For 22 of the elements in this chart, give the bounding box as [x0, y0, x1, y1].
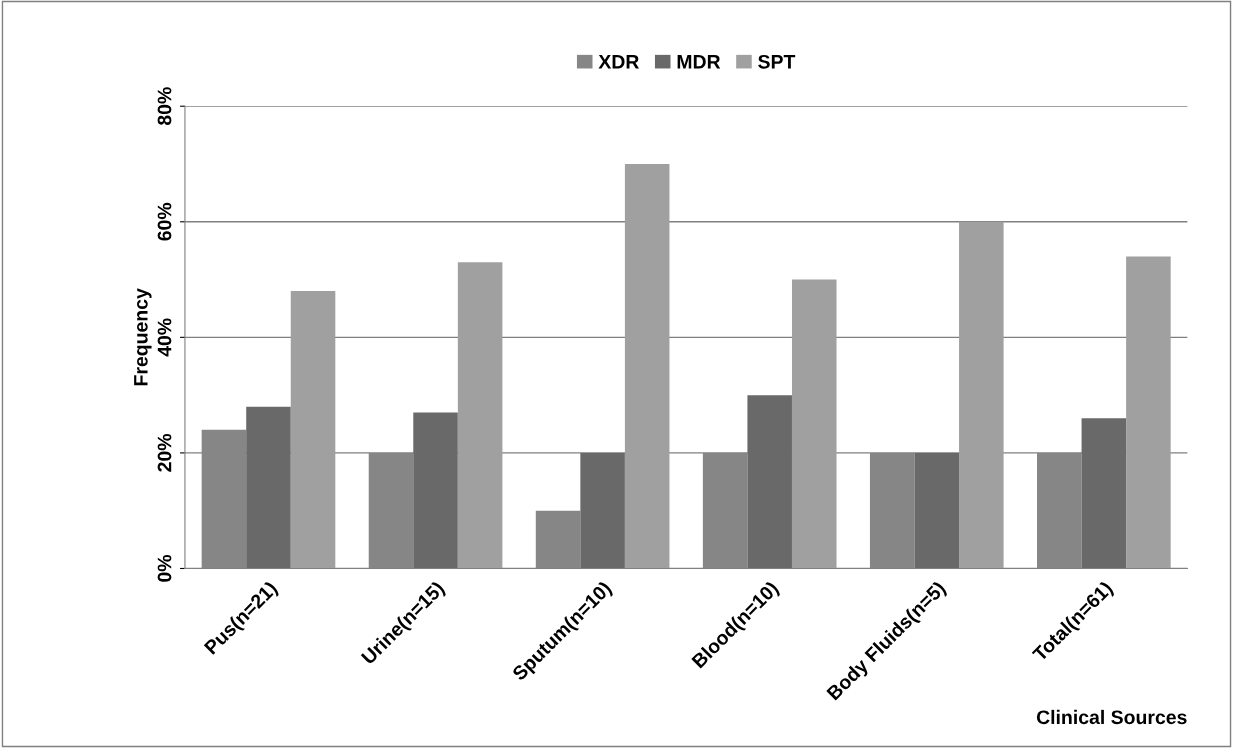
x-axis-title: Clinical Sources	[1036, 709, 1187, 725]
y-tick-label: 40%	[157, 318, 172, 357]
y-tick-label: 0%	[157, 554, 172, 582]
legend-label: MDR	[677, 55, 721, 69]
bar	[457, 262, 503, 569]
y-axis-title: Frequency	[134, 288, 152, 386]
bar	[580, 452, 625, 569]
y-tick-label: 80%	[157, 87, 172, 126]
legend-label: SPT	[758, 54, 796, 69]
bar	[290, 291, 336, 569]
legend-label: XDR	[598, 55, 639, 69]
bar	[791, 279, 837, 569]
bar	[246, 406, 291, 569]
bar	[1126, 256, 1171, 569]
y-tick-label: 60%	[157, 202, 172, 241]
bar	[747, 395, 792, 569]
bar	[914, 452, 960, 569]
bar	[413, 412, 458, 569]
bar	[624, 164, 670, 569]
y-tick-label: 20%	[157, 433, 172, 472]
bar	[959, 221, 1004, 569]
bar	[1081, 418, 1127, 569]
